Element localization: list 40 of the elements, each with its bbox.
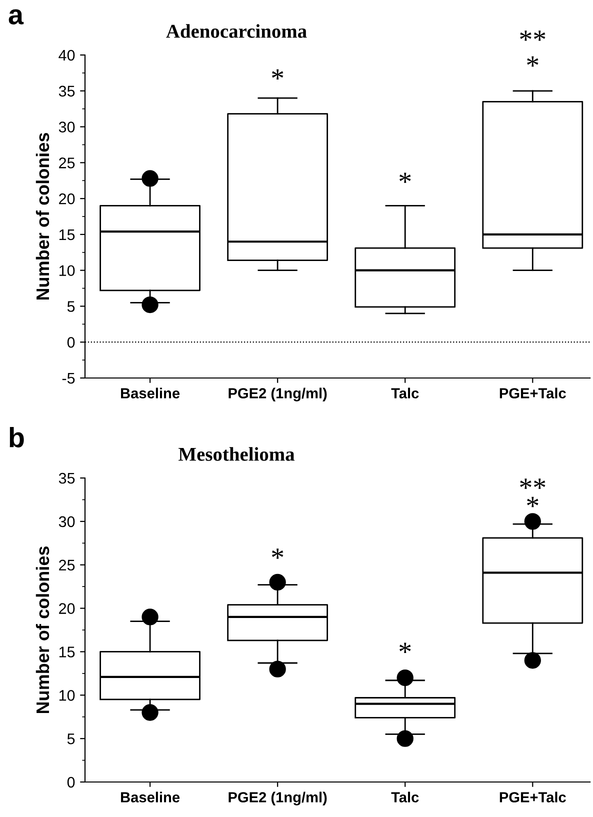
x-tick-label: Talc	[391, 792, 419, 802]
annotation: *	[272, 548, 284, 559]
text: b	[10, 427, 24, 448]
y-tick-label: 30	[58, 516, 75, 528]
y-axis-title: Number of colonies	[36, 546, 50, 714]
y-tick-label: 35	[58, 86, 75, 97]
y-tick-label: 25	[59, 560, 75, 571]
chart-title: Adenocarcinoma	[166, 24, 307, 38]
x-tick-label: PGE2 (1ng/ml)	[228, 388, 327, 402]
x-tick-label: Baseline	[121, 792, 180, 802]
annotation: *	[272, 69, 284, 80]
y-tick-label: 10	[59, 265, 75, 276]
x-tick-label: Baseline	[121, 388, 180, 398]
text: **	[520, 30, 546, 41]
y-tick-label: 20	[59, 603, 75, 614]
y-tick-label: 0	[67, 776, 75, 788]
x-tick-label: PGE2 (1ng/ml)	[228, 792, 327, 806]
chart-title: Mesothelioma	[178, 447, 295, 461]
annotation: *	[527, 496, 538, 508]
x-tick-label: PGE+Talc	[500, 792, 566, 802]
y-tick-label: 25	[59, 158, 75, 168]
y-tick-label: -5	[62, 373, 75, 384]
text: a	[8, 9, 24, 24]
y-tick-label: 0	[67, 336, 75, 348]
x-tick-label: PGE+Talc	[500, 388, 566, 398]
y-tick-label: 35	[58, 472, 75, 484]
y-tick-label: 20	[59, 193, 75, 204]
y-tick-label: 5	[67, 734, 75, 744]
annotation: *	[400, 642, 411, 653]
y-tick-label: 10	[59, 690, 75, 701]
annotation: *	[527, 56, 538, 67]
y-axis-title: Number of colonies	[36, 132, 50, 300]
annotation: **	[520, 478, 546, 489]
annotation: *	[400, 172, 411, 183]
y-tick-label: 15	[59, 646, 75, 658]
y-tick-label: 40	[58, 50, 75, 61]
x-tick-label: Talc	[391, 388, 419, 398]
y-tick-label: 30	[58, 122, 75, 132]
y-tick-label: 15	[59, 229, 75, 240]
y-tick-label: 5	[67, 301, 75, 312]
